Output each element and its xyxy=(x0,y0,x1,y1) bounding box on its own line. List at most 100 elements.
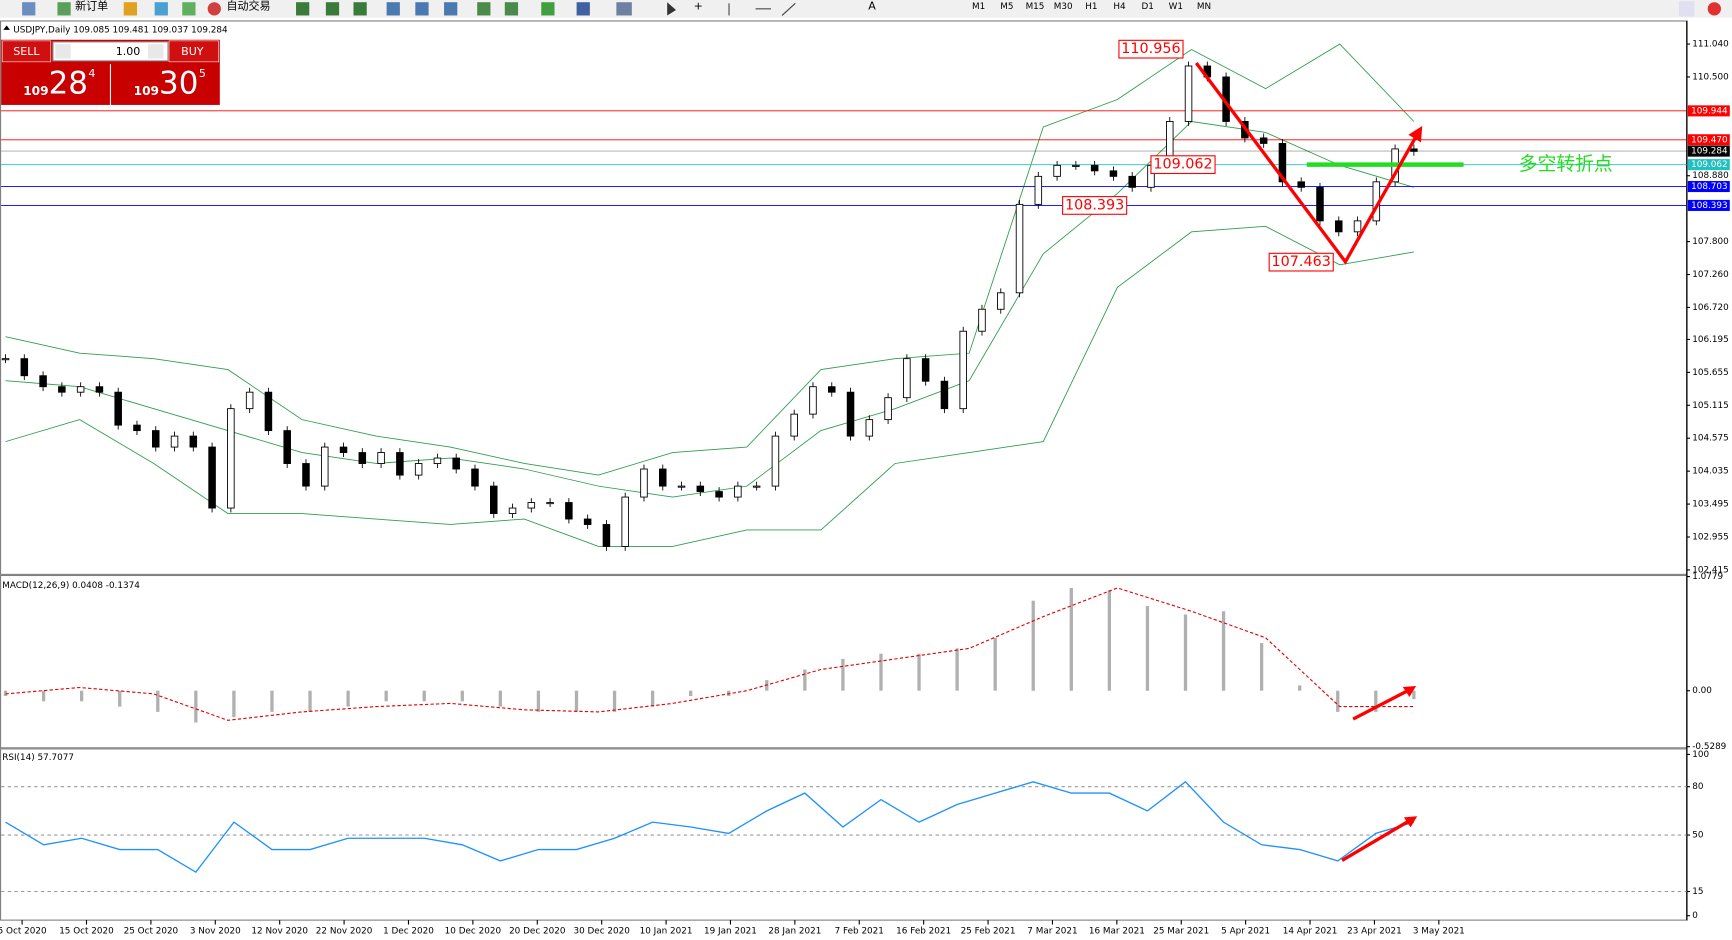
icon[interactable] xyxy=(541,2,555,16)
candle xyxy=(151,430,160,448)
arrow-head xyxy=(1403,816,1418,828)
buy-button[interactable] xyxy=(168,40,219,63)
annotation-label: 107.463 xyxy=(1272,254,1331,270)
bollinger-middle xyxy=(5,121,1414,498)
icon[interactable] xyxy=(154,2,168,16)
y-tick-label: -0.5289 xyxy=(1692,742,1726,752)
trendline-tool[interactable] xyxy=(781,2,796,16)
annotation-label: 108.393 xyxy=(1065,197,1124,213)
candle xyxy=(1316,186,1324,222)
y-tick-label: 102.955 xyxy=(1692,533,1729,543)
bid-pip[interactable]: 4 xyxy=(88,67,95,80)
lot-down[interactable] xyxy=(55,44,71,59)
timeframe-button[interactable]: W1 xyxy=(1169,2,1183,12)
icon[interactable] xyxy=(57,2,71,16)
lot-input[interactable] xyxy=(52,41,169,62)
candle xyxy=(997,292,1005,310)
bollinger-lower xyxy=(5,225,1414,547)
candle xyxy=(1090,164,1099,172)
lot-up[interactable] xyxy=(148,44,164,59)
chart-title: USDJPY,Daily 109.085 109.481 109.037 109… xyxy=(13,25,228,35)
buy-label[interactable]: BUY xyxy=(181,45,204,58)
candle xyxy=(1410,148,1418,152)
v-arrow xyxy=(1194,61,1420,265)
timeframe-button[interactable]: M5 xyxy=(1000,2,1013,12)
icon[interactable] xyxy=(576,2,590,16)
timeframe-button[interactable]: M30 xyxy=(1054,2,1073,12)
candle xyxy=(565,502,573,520)
icon[interactable] xyxy=(444,2,458,16)
icon[interactable] xyxy=(477,2,491,16)
new-order-button[interactable]: 新订单 xyxy=(75,0,108,13)
x-tick-label: 3 Nov 2020 xyxy=(190,927,241,937)
x-tick-label: 1 Dec 2020 xyxy=(383,927,434,937)
candle xyxy=(903,358,911,399)
one-click-trading: SELL 1.00 BUY 109 28 4 109 30 5 xyxy=(1,39,220,105)
y-tick-label: 107.260 xyxy=(1692,270,1729,280)
icon[interactable] xyxy=(504,2,519,16)
lot-value[interactable]: 1.00 xyxy=(116,45,141,58)
timeframe-button[interactable]: M15 xyxy=(1026,2,1045,12)
icon[interactable] xyxy=(415,2,429,16)
icon[interactable] xyxy=(22,2,36,16)
price-level-label: 109.470 xyxy=(1691,135,1728,145)
auto-trading-button[interactable]: 自动交易 xyxy=(226,0,270,13)
candle xyxy=(828,386,836,393)
candle xyxy=(1128,175,1136,188)
candle xyxy=(302,463,310,487)
candle xyxy=(170,435,179,448)
arrow-head xyxy=(1408,125,1423,143)
bid-prefix[interactable]: 109 xyxy=(23,84,48,98)
icon[interactable] xyxy=(296,2,310,16)
ask-pip[interactable]: 5 xyxy=(199,67,206,80)
x-tick-label: 7 Mar 2021 xyxy=(1027,927,1077,937)
rsi-line xyxy=(5,780,1415,874)
price-level-tag xyxy=(1687,159,1730,171)
sell-button[interactable] xyxy=(1,40,52,63)
candle xyxy=(809,386,817,415)
x-tick-label: 10 Dec 2020 xyxy=(445,927,502,937)
annotation-box xyxy=(1268,252,1334,272)
icon[interactable] xyxy=(325,2,340,16)
candle xyxy=(959,330,967,410)
timeframe-button[interactable]: M1 xyxy=(972,2,985,12)
icon[interactable] xyxy=(123,2,137,16)
timeframe-button[interactable]: H1 xyxy=(1085,2,1097,12)
candle xyxy=(1297,181,1305,188)
candle xyxy=(583,518,592,525)
candle xyxy=(1053,164,1061,177)
text-tool[interactable]: A xyxy=(868,0,876,13)
chart-title: MACD(12,26,9) 0.0408 -0.1374 xyxy=(2,581,140,591)
icon[interactable] xyxy=(182,2,196,16)
timeframe-button[interactable]: D1 xyxy=(1141,2,1153,12)
bid-big[interactable]: 28 xyxy=(49,66,88,102)
x-tick-label: 28 Jan 2021 xyxy=(768,927,821,937)
candle xyxy=(752,485,761,488)
sell-label[interactable]: SELL xyxy=(13,45,40,58)
candle xyxy=(133,424,141,432)
timeframe-button[interactable]: H4 xyxy=(1113,2,1126,12)
notifications[interactable] xyxy=(1707,2,1721,16)
timeframe-button[interactable]: MN xyxy=(1197,2,1211,12)
x-tick-label: 5 Oct 2020 xyxy=(0,927,47,937)
candle xyxy=(95,386,104,393)
icon[interactable] xyxy=(616,2,632,16)
crosshair-tool[interactable]: + xyxy=(694,0,703,13)
y-tick-label: 0.00 xyxy=(1692,686,1712,696)
icon[interactable] xyxy=(386,2,400,16)
y-tick-label: 106.195 xyxy=(1692,335,1729,345)
candle xyxy=(58,386,66,393)
rsi-arrow xyxy=(1341,819,1411,862)
icon[interactable] xyxy=(353,2,367,16)
icon[interactable] xyxy=(207,2,221,16)
candle xyxy=(490,485,498,514)
ask-big[interactable]: 30 xyxy=(159,66,198,102)
candle xyxy=(865,419,874,437)
price-level-label: 109.284 xyxy=(1691,147,1728,157)
toolbar: 新订单 自动交易 + A M1 M5 M15 M30 H1 H4 D1 W1 MN xyxy=(0,0,1732,18)
search[interactable] xyxy=(1678,1,1695,17)
cursor-tool[interactable] xyxy=(667,2,677,16)
candle xyxy=(208,446,216,509)
ask-prefix[interactable]: 109 xyxy=(134,84,159,98)
